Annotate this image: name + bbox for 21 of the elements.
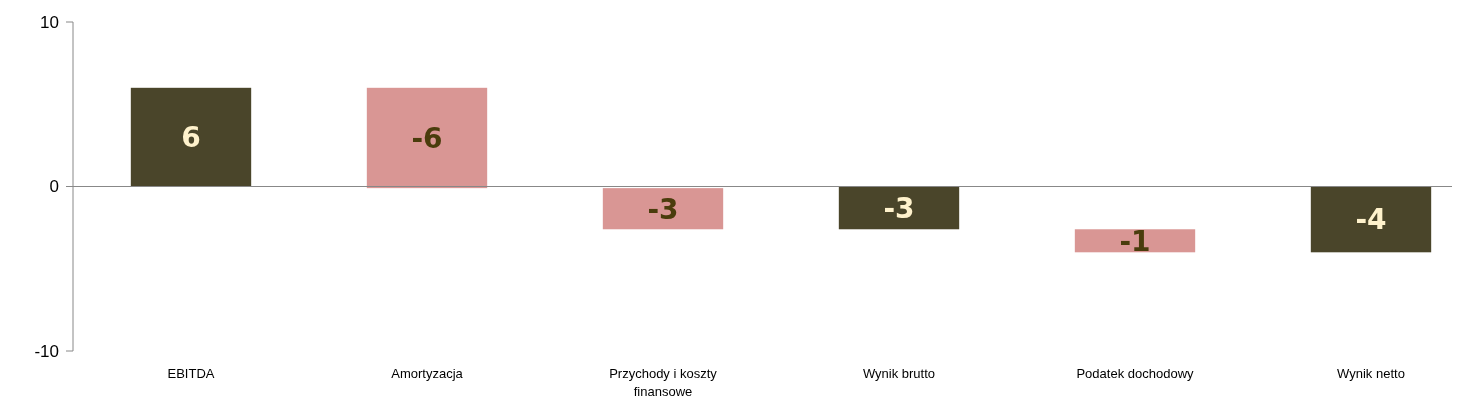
x-tick-label: Amortyzacja bbox=[391, 366, 464, 381]
x-tick-label: Wynik netto bbox=[1337, 366, 1405, 381]
bar bbox=[1074, 229, 1196, 253]
data-label: -3 bbox=[883, 191, 915, 225]
data-label: -6 bbox=[411, 122, 443, 156]
x-tick-label: Wynik brutto bbox=[862, 366, 936, 381]
bar bbox=[838, 186, 960, 230]
data-label: -4 bbox=[1355, 203, 1387, 237]
bar bbox=[602, 188, 724, 230]
x-tick-label: Przychody i koszty finansowe bbox=[609, 366, 718, 400]
x-tick-label: EBITDA bbox=[167, 366, 215, 381]
y-tick-label: -10 bbox=[34, 341, 59, 361]
x-tick-label: Podatek dochodowy bbox=[1076, 366, 1195, 381]
data-label: 6 bbox=[181, 121, 201, 155]
data-label: -3 bbox=[647, 192, 679, 226]
data-label: -1 bbox=[1119, 224, 1151, 258]
y-tick-label: 10 bbox=[40, 12, 59, 32]
bar bbox=[1310, 186, 1432, 253]
bar bbox=[366, 87, 488, 189]
bar bbox=[130, 87, 252, 187]
y-tick-label: 0 bbox=[49, 177, 59, 197]
